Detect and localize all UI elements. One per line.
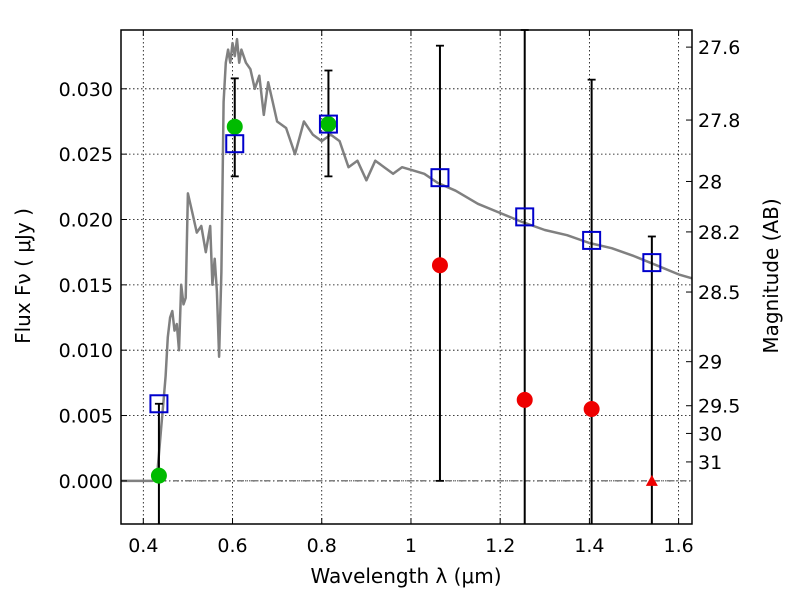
- sed-line: [121, 37, 693, 483]
- model-square: [225, 134, 245, 154]
- y-tick-label: 0.000: [59, 471, 113, 493]
- green-point: [150, 467, 167, 484]
- y-tick-label: 0.015: [59, 275, 113, 297]
- model-square: [430, 168, 450, 188]
- x-axis-label: Wavelength λ (μm): [310, 564, 501, 588]
- y-tick-label: 0.010: [59, 340, 113, 362]
- green-point: [226, 118, 243, 135]
- y-axis-label: Flux Fν ( μJy ): [11, 208, 35, 344]
- y-tick-label: 0.025: [59, 144, 113, 166]
- red-point: [431, 257, 448, 274]
- x-tick-label: 0.4: [128, 535, 158, 557]
- right-tick-label: 27.8: [698, 110, 740, 132]
- right-tick-label: 31: [698, 452, 722, 474]
- green-point: [320, 116, 337, 133]
- y-tick-label: 0.020: [59, 209, 113, 231]
- x-tick-label: 0.8: [307, 535, 337, 557]
- red-point: [516, 391, 533, 408]
- tick-layer: 0.4 0.6 0.8 1 1.2 1.4 1.6 0.000 0.005 0.010 0.015 0…: [59, 30, 740, 557]
- right-axis-label: Magnitude (AB): [759, 198, 783, 353]
- model-square: [318, 114, 338, 134]
- right-tick-label: 27.6: [698, 37, 740, 59]
- grid-layer: [121, 30, 692, 524]
- y-tick-label: 0.005: [59, 406, 113, 428]
- x-tick-label: 1: [405, 535, 417, 557]
- right-tick-label: 30: [698, 423, 722, 445]
- model-square: [149, 394, 169, 414]
- right-tick-label: 28.5: [698, 282, 740, 304]
- model-square: [642, 253, 662, 273]
- x-tick-label: 1.2: [485, 535, 515, 557]
- data-layer: [121, 29, 693, 524]
- right-tick-label: 28.2: [698, 222, 740, 244]
- plot-frame: [120, 29, 693, 525]
- model-square: [515, 207, 535, 227]
- y-tick-label: 0.030: [59, 79, 113, 101]
- right-tick-label: 29.5: [698, 396, 740, 418]
- red-triangle: [645, 474, 658, 486]
- right-tick-label: 29: [698, 352, 722, 374]
- red-point: [583, 400, 600, 417]
- x-tick-label: 1.4: [574, 535, 604, 557]
- x-tick-label: 1.6: [664, 535, 694, 557]
- right-tick-label: 28: [698, 171, 722, 193]
- model-square: [582, 230, 602, 250]
- x-tick-label: 0.6: [217, 535, 247, 557]
